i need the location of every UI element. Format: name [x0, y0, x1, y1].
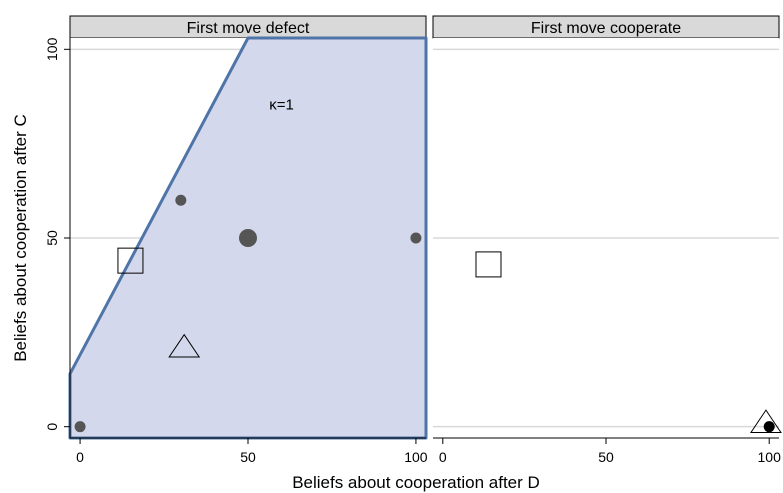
- y-tick-labels: 0 50 100: [44, 37, 70, 431]
- x-tick-label-100: 100: [404, 449, 428, 465]
- panel-first-move-defect: First move defect κ=1 0 50 100: [68, 15, 428, 465]
- point-dot-1: [175, 194, 187, 206]
- panel-title-cooperate: First move cooperate: [531, 20, 681, 37]
- points-cooperate: [475, 251, 782, 433]
- point-dot-2: [763, 421, 775, 433]
- ticks-defect: 0 50 100: [76, 438, 428, 465]
- point-dot-3: [410, 232, 422, 244]
- point-dot-2: [239, 229, 257, 247]
- y-tick-label-0: 0: [44, 423, 60, 431]
- points-defect: [74, 194, 422, 433]
- y-tick-label-50: 50: [44, 230, 60, 246]
- x-tick-label-50: 50: [240, 449, 256, 465]
- grid-cooperate: [433, 48, 779, 428]
- point-square-4: [117, 247, 144, 274]
- panel-first-move-cooperate: First move cooperate 0 50 100: [432, 15, 782, 465]
- point-triangle-1: [750, 409, 782, 433]
- point-triangle-5: [168, 333, 201, 358]
- y-tick-label-100: 100: [44, 37, 60, 61]
- x-tick-label-100: 100: [758, 449, 782, 465]
- y-axis-title: Beliefs about cooperation after C: [11, 114, 30, 362]
- x-axis-title: Beliefs about cooperation after D: [292, 473, 540, 492]
- ticks-cooperate: 0 50 100: [439, 438, 781, 465]
- x-tick-label-0: 0: [76, 449, 84, 465]
- x-tick-label-50: 50: [598, 449, 614, 465]
- point-square-0: [475, 251, 502, 278]
- x-tick-label-0: 0: [439, 449, 447, 465]
- panel-title-defect: First move defect: [187, 20, 310, 37]
- point-dot-0: [74, 421, 86, 433]
- kappa-annotation: κ=1: [269, 97, 294, 114]
